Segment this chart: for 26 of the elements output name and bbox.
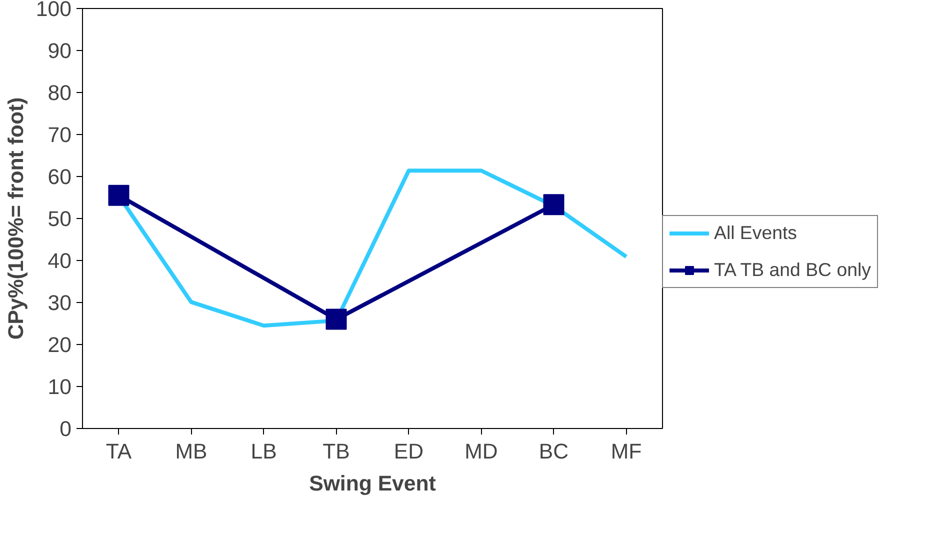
y-tick-label: 10 (48, 375, 72, 399)
y-tick-label: 90 (48, 39, 72, 63)
x-tick-label: MF (610, 440, 642, 464)
y-tick-label: 0 (60, 417, 72, 441)
y-tick-label: 60 (48, 165, 72, 189)
x-tick-label: TB (322, 440, 350, 464)
y-tick-label: 50 (48, 207, 72, 231)
legend-label: All Events (714, 222, 797, 244)
legend-label: TA TB and BC only (714, 259, 871, 281)
y-tick-label: 70 (48, 123, 72, 147)
point (326, 308, 347, 330)
point (543, 194, 564, 216)
y-axis-title: CPy%(100%= front foot) (4, 97, 28, 340)
x-tick-label: MB (175, 440, 208, 464)
x-tick-label: TA (106, 440, 132, 464)
x-tick-label: MD (464, 440, 498, 464)
y-tick-label: 100 (36, 0, 72, 21)
y-tick-label: 80 (48, 81, 72, 105)
x-tick-label: BC (538, 440, 569, 464)
y-tick-label: 30 (48, 291, 72, 315)
y-tick-label: 20 (48, 333, 72, 357)
y-tick-label: 40 (48, 249, 72, 273)
point (108, 184, 130, 206)
x-tick-label: LB (250, 440, 277, 464)
x-axis-title: Swing Event (309, 472, 436, 496)
x-tick-label: ED (394, 440, 424, 464)
